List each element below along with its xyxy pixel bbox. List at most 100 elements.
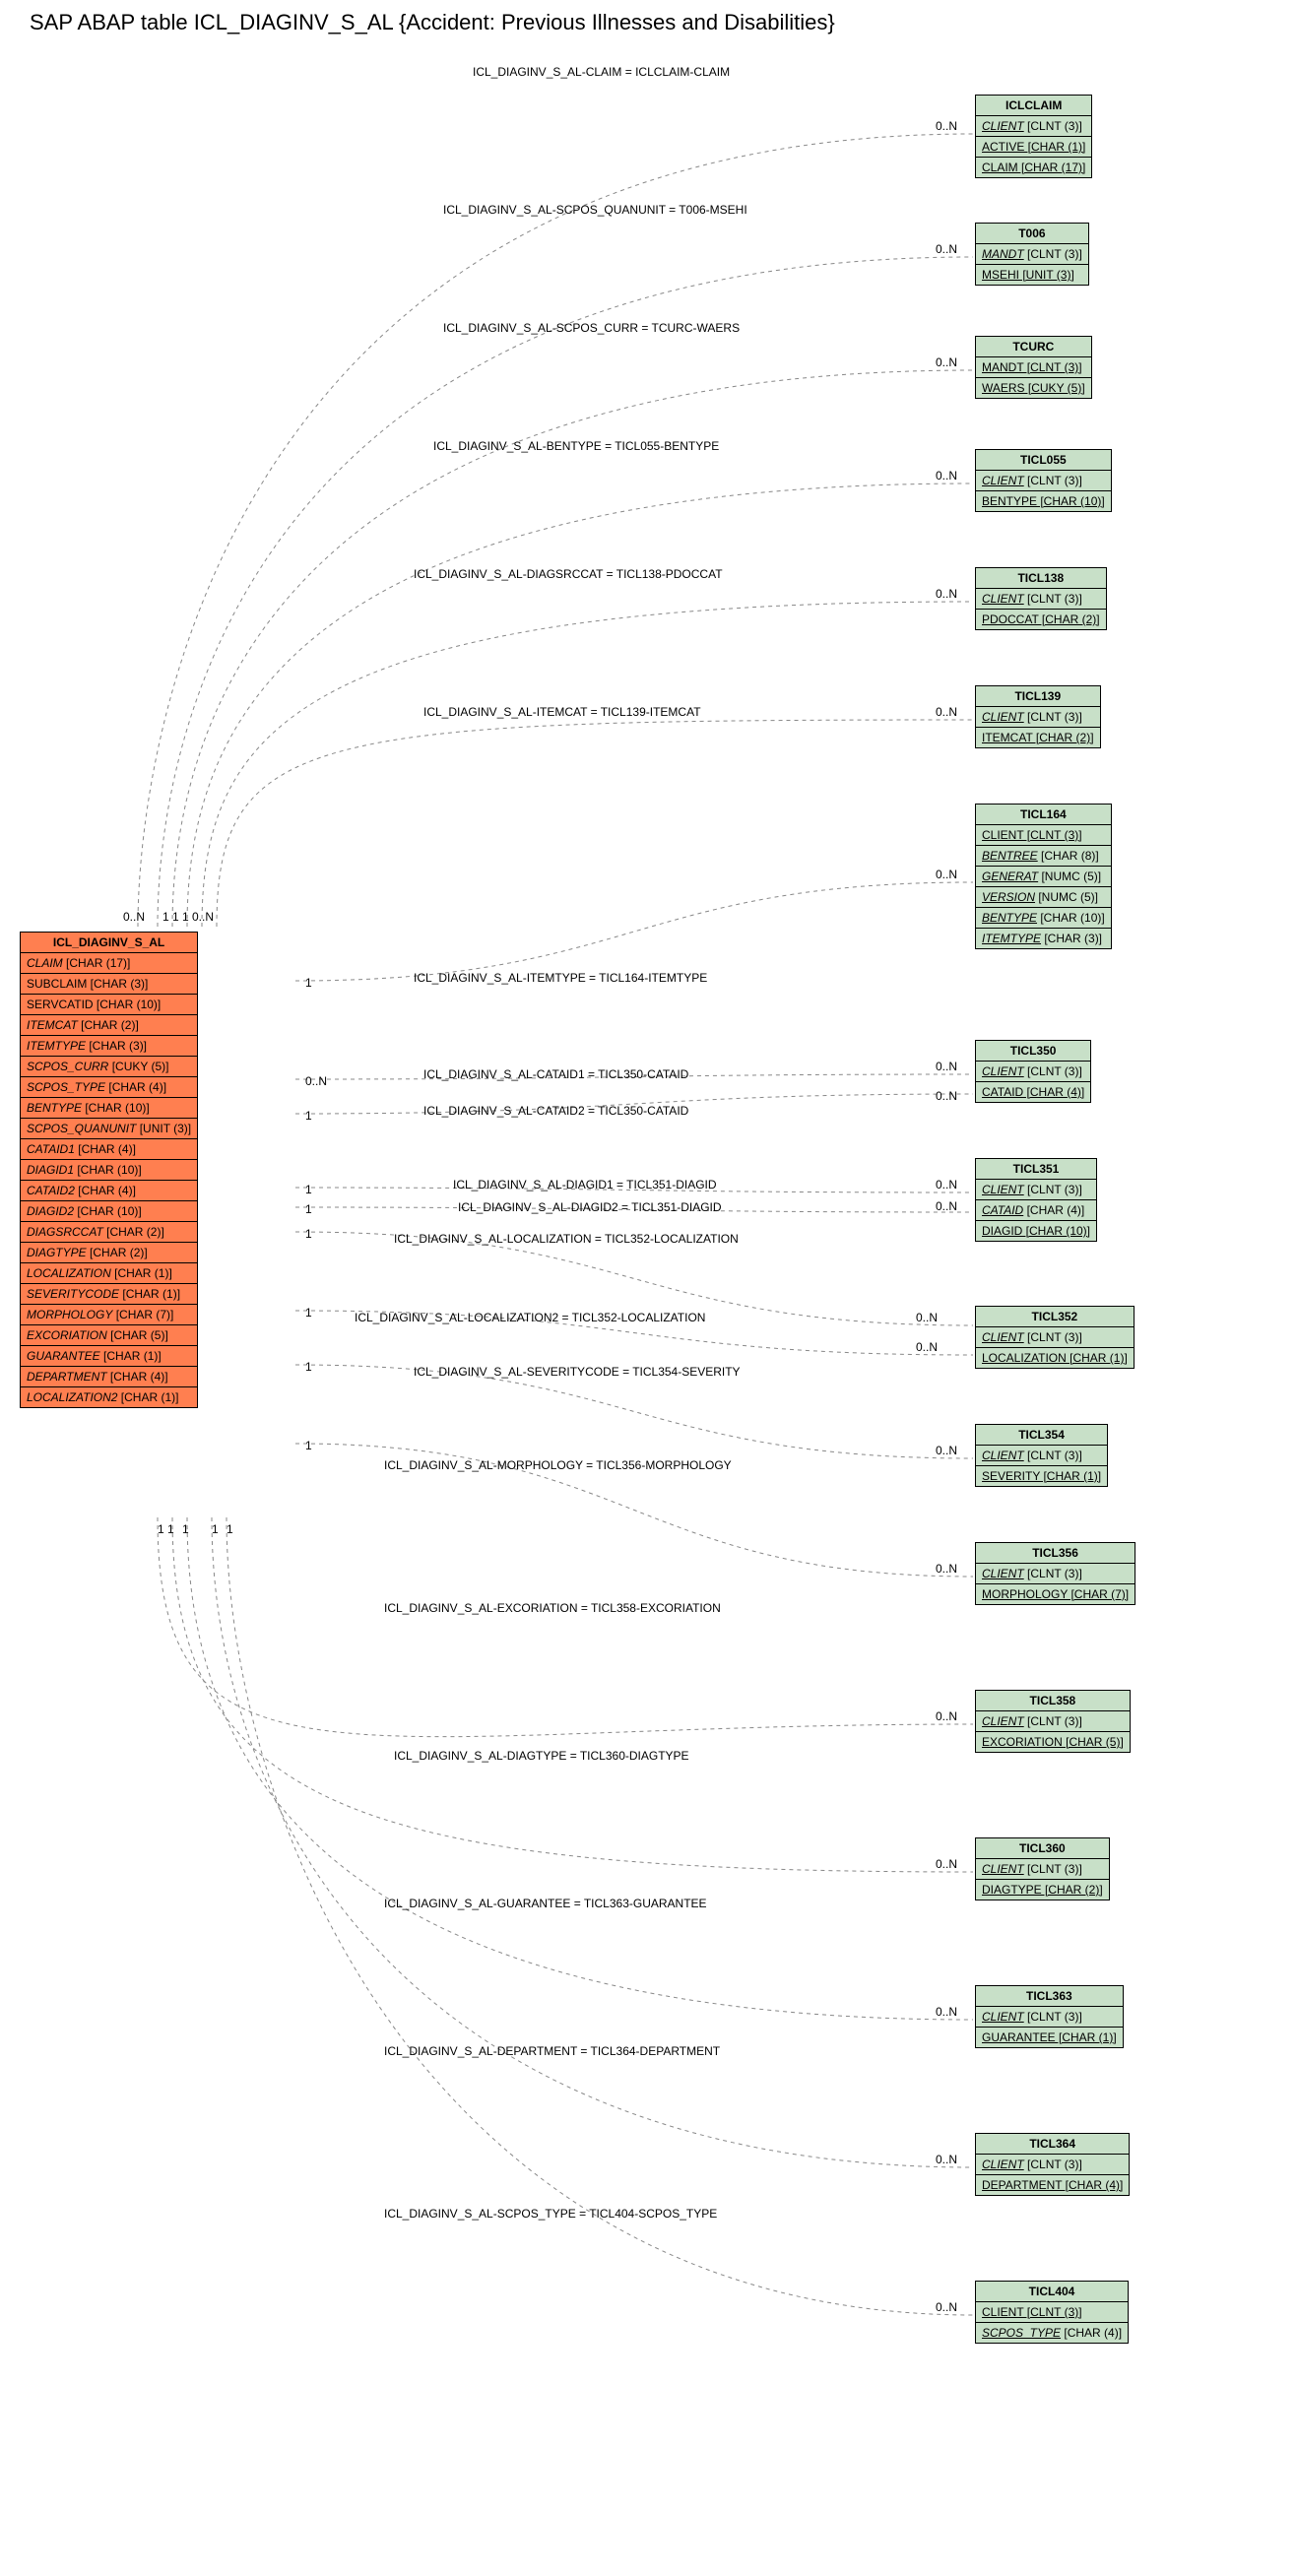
edge-label: ICL_DIAGINV_S_AL-CATAID1 = TICL350-CATAI… bbox=[423, 1067, 688, 1081]
table-field: DIAGID1 [CHAR (10)] bbox=[21, 1160, 197, 1181]
table-header: TICL363 bbox=[976, 1986, 1123, 2007]
table-header: TICL351 bbox=[976, 1159, 1096, 1180]
table-field: DIAGSRCCAT [CHAR (2)] bbox=[21, 1222, 197, 1243]
table-field: CLIENT [CLNT (3)] bbox=[976, 1180, 1096, 1200]
table-field: SCPOS_CURR [CUKY (5)] bbox=[21, 1057, 197, 1077]
table-field: GUARANTEE [CHAR (1)] bbox=[976, 2028, 1123, 2047]
cardinality-dst: 0..N bbox=[916, 1340, 938, 1354]
cardinality-src: 1 bbox=[167, 1522, 174, 1536]
table-header: ICLCLAIM bbox=[976, 96, 1091, 116]
cardinality-src: 0..N bbox=[192, 910, 214, 924]
table-field: WAERS [CUKY (5)] bbox=[976, 378, 1091, 398]
cardinality-dst: 0..N bbox=[936, 1562, 957, 1576]
edge-label: ICL_DIAGINV_S_AL-DIAGID1 = TICL351-DIAGI… bbox=[453, 1178, 717, 1191]
table-field: SERVCATID [CHAR (10)] bbox=[21, 995, 197, 1015]
cardinality-dst: 0..N bbox=[936, 119, 957, 133]
cardinality-src: 1 bbox=[305, 1227, 312, 1241]
table-field: EXCORIATION [CHAR (5)] bbox=[976, 1732, 1130, 1752]
table-field: CLIENT [CLNT (3)] bbox=[976, 2302, 1128, 2323]
table-header: TICL358 bbox=[976, 1691, 1130, 1711]
cardinality-dst: 0..N bbox=[936, 705, 957, 719]
table-field: CLAIM [CHAR (17)] bbox=[976, 158, 1091, 177]
edge-label: ICL_DIAGINV_S_AL-SEVERITYCODE = TICL354-… bbox=[414, 1365, 741, 1379]
edge-label: ICL_DIAGINV_S_AL-GUARANTEE = TICL363-GUA… bbox=[384, 1897, 707, 1910]
cardinality-dst: 0..N bbox=[936, 2300, 957, 2314]
cardinality-dst: 0..N bbox=[936, 2153, 957, 2166]
table-field: CLIENT [CLNT (3)] bbox=[976, 1711, 1130, 1732]
ref-table-ticl358: TICL358CLIENT [CLNT (3)]EXCORIATION [CHA… bbox=[975, 1690, 1131, 1753]
table-field: CLIENT [CLNT (3)] bbox=[976, 471, 1111, 491]
table-field: GUARANTEE [CHAR (1)] bbox=[21, 1346, 197, 1367]
table-header: TICL350 bbox=[976, 1041, 1090, 1062]
ref-table-ticl404: TICL404CLIENT [CLNT (3)]SCPOS_TYPE [CHAR… bbox=[975, 2281, 1129, 2344]
table-field: CLIENT [CLNT (3)] bbox=[976, 589, 1106, 610]
table-field: CLIENT [CLNT (3)] bbox=[976, 1062, 1090, 1082]
cardinality-src: 1 bbox=[305, 1439, 312, 1452]
cardinality-src: 1 bbox=[305, 1360, 312, 1374]
ref-table-t006: T006MANDT [CLNT (3)]MSEHI [UNIT (3)] bbox=[975, 223, 1089, 286]
cardinality-src: 1 bbox=[158, 1522, 164, 1536]
table-field: BENTYPE [CHAR (10)] bbox=[976, 908, 1111, 929]
cardinality-src: 1 bbox=[212, 1522, 219, 1536]
cardinality-dst: 0..N bbox=[936, 2005, 957, 2019]
table-header: TICL139 bbox=[976, 686, 1100, 707]
ref-table-ticl351: TICL351CLIENT [CLNT (3)]CATAID [CHAR (4)… bbox=[975, 1158, 1097, 1242]
cardinality-dst: 0..N bbox=[936, 587, 957, 601]
table-field: GENERAT [NUMC (5)] bbox=[976, 867, 1111, 887]
edge-label: ICL_DIAGINV_S_AL-SCPOS_QUANUNIT = T006-M… bbox=[443, 203, 747, 217]
table-field: CLAIM [CHAR (17)] bbox=[21, 953, 197, 974]
cardinality-dst: 0..N bbox=[936, 1709, 957, 1723]
cardinality-src: 0..N bbox=[305, 1074, 327, 1088]
cardinality-dst: 0..N bbox=[936, 1857, 957, 1871]
table-field: BENTYPE [CHAR (10)] bbox=[976, 491, 1111, 511]
table-field: CLIENT [CLNT (3)] bbox=[976, 116, 1091, 137]
cardinality-dst: 0..N bbox=[916, 1311, 938, 1324]
cardinality-src: 0..N bbox=[123, 910, 145, 924]
cardinality-dst: 0..N bbox=[936, 355, 957, 369]
ref-table-ticl360: TICL360CLIENT [CLNT (3)]DIAGTYPE [CHAR (… bbox=[975, 1837, 1110, 1900]
edge-label: ICL_DIAGINV_S_AL-SCPOS_CURR = TCURC-WAER… bbox=[443, 321, 740, 335]
table-field: ITEMCAT [CHAR (2)] bbox=[976, 728, 1100, 747]
table-field: CLIENT [CLNT (3)] bbox=[976, 1564, 1135, 1584]
cardinality-dst: 0..N bbox=[936, 1060, 957, 1073]
edge-label: ICL_DIAGINV_S_AL-MORPHOLOGY = TICL356-MO… bbox=[384, 1458, 732, 1472]
cardinality-dst: 0..N bbox=[936, 1444, 957, 1457]
table-field: SCPOS_TYPE [CHAR (4)] bbox=[976, 2323, 1128, 2343]
table-field: DEPARTMENT [CHAR (4)] bbox=[21, 1367, 197, 1387]
ref-table-tcurc: TCURCMANDT [CLNT (3)]WAERS [CUKY (5)] bbox=[975, 336, 1092, 399]
ref-table-ticl164: TICL164CLIENT [CLNT (3)]BENTREE [CHAR (8… bbox=[975, 804, 1112, 949]
table-header: ICL_DIAGINV_S_AL bbox=[21, 933, 197, 953]
table-field: CATAID1 [CHAR (4)] bbox=[21, 1139, 197, 1160]
table-field: SCPOS_QUANUNIT [UNIT (3)] bbox=[21, 1119, 197, 1139]
cardinality-src: 1 bbox=[172, 910, 179, 924]
table-field: ITEMTYPE [CHAR (3)] bbox=[976, 929, 1111, 948]
table-field: MANDT [CLNT (3)] bbox=[976, 244, 1088, 265]
table-field: CLIENT [CLNT (3)] bbox=[976, 707, 1100, 728]
table-field: SEVERITYCODE [CHAR (1)] bbox=[21, 1284, 197, 1305]
ref-table-ticl354: TICL354CLIENT [CLNT (3)]SEVERITY [CHAR (… bbox=[975, 1424, 1108, 1487]
page-title: SAP ABAP table ICL_DIAGINV_S_AL {Acciden… bbox=[0, 0, 1297, 35]
table-field: DIAGID [CHAR (10)] bbox=[976, 1221, 1096, 1241]
table-field: CLIENT [CLNT (3)] bbox=[976, 1859, 1109, 1880]
table-header: TICL354 bbox=[976, 1425, 1107, 1446]
table-field: CLIENT [CLNT (3)] bbox=[976, 825, 1111, 846]
table-header: TICL356 bbox=[976, 1543, 1135, 1564]
edge-label: ICL_DIAGINV_S_AL-LOCALIZATION = TICL352-… bbox=[394, 1232, 739, 1246]
ref-table-ticl055: TICL055CLIENT [CLNT (3)]BENTYPE [CHAR (1… bbox=[975, 449, 1112, 512]
edge-label: ICL_DIAGINV_S_AL-DIAGID2 = TICL351-DIAGI… bbox=[458, 1200, 722, 1214]
main-table-icl_diaginv_s_al: ICL_DIAGINV_S_ALCLAIM [CHAR (17)]SUBCLAI… bbox=[20, 932, 198, 1408]
cardinality-dst: 0..N bbox=[936, 1178, 957, 1191]
cardinality-dst: 0..N bbox=[936, 1199, 957, 1213]
ref-table-iclclaim: ICLCLAIMCLIENT [CLNT (3)]ACTIVE [CHAR (1… bbox=[975, 95, 1092, 178]
cardinality-src: 1 bbox=[182, 910, 189, 924]
cardinality-dst: 0..N bbox=[936, 868, 957, 881]
edge-label: ICL_DIAGINV_S_AL-LOCALIZATION2 = TICL352… bbox=[355, 1311, 705, 1324]
ref-table-ticl350: TICL350CLIENT [CLNT (3)]CATAID [CHAR (4)… bbox=[975, 1040, 1091, 1103]
table-field: ITEMTYPE [CHAR (3)] bbox=[21, 1036, 197, 1057]
table-header: TICL360 bbox=[976, 1838, 1109, 1859]
table-header: TICL352 bbox=[976, 1307, 1134, 1327]
table-header: TCURC bbox=[976, 337, 1091, 357]
table-field: BENTYPE [CHAR (10)] bbox=[21, 1098, 197, 1119]
cardinality-src: 1 bbox=[182, 1522, 189, 1536]
table-field: MORPHOLOGY [CHAR (7)] bbox=[21, 1305, 197, 1325]
